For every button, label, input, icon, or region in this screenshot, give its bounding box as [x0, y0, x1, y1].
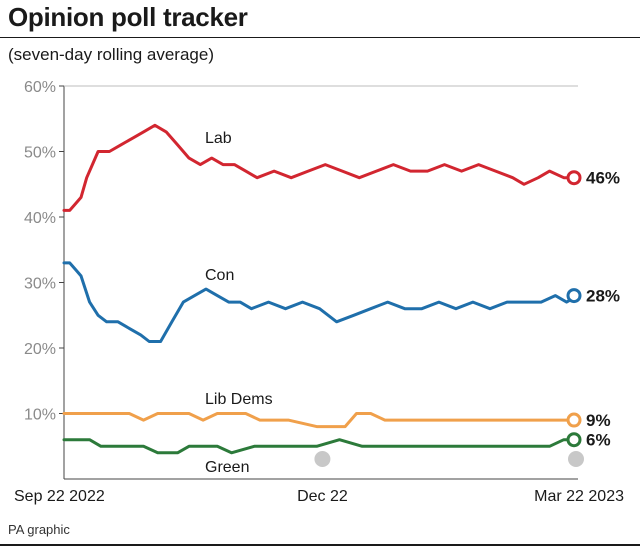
end-marker-lab [566, 170, 582, 186]
y-tick-label: 60% [24, 79, 56, 96]
title-rule [0, 37, 640, 38]
series-line-con [62, 261, 580, 343]
y-tick-label: 30% [24, 276, 56, 293]
end-value-lib-dems: 9% [586, 411, 611, 430]
chart-title: Opinion poll tracker [8, 2, 248, 32]
end-value-green: 6% [586, 431, 611, 450]
y-tick-label: 40% [24, 210, 56, 227]
series-line-lib-dems [62, 412, 580, 429]
chart-subtitle: (seven-day rolling average) [8, 45, 214, 64]
series-label-con: Con [205, 267, 234, 284]
series-label-green: Green [205, 459, 249, 476]
series-line-lab [62, 123, 580, 212]
end-marker-con [566, 288, 582, 304]
end-marker-green [566, 432, 582, 448]
chart-series [62, 123, 582, 455]
x-tick-label: Sep 22 2022 [14, 488, 105, 505]
y-tick-label: 10% [24, 407, 56, 424]
y-tick-label: 20% [24, 341, 56, 358]
chart-axes: 10% 20% 30% 40% 50% 60% Sep 22 2022 Dec 22 Mar 2… [14, 79, 624, 505]
series-line-green [62, 438, 580, 455]
end-value-lab: 46% [586, 169, 620, 188]
end-marker-lib-dems [566, 412, 582, 428]
y-tick-label: 50% [24, 145, 56, 162]
x-tick-marker [314, 451, 331, 467]
footer-rule [0, 544, 640, 546]
series-label-lib-dems: Lib Dems [205, 391, 273, 408]
x-tick-label: Mar 22 2023 [534, 488, 624, 505]
end-value-con: 28% [586, 287, 620, 306]
chart-labels: 46% Lab 28% Con 9% Lib Dems 6% Green [205, 130, 620, 476]
series-label-lab: Lab [205, 130, 232, 147]
credit-text: PA graphic [8, 522, 70, 537]
x-tick-label: Dec 22 [297, 488, 348, 505]
x-tick-marker [568, 451, 584, 467]
